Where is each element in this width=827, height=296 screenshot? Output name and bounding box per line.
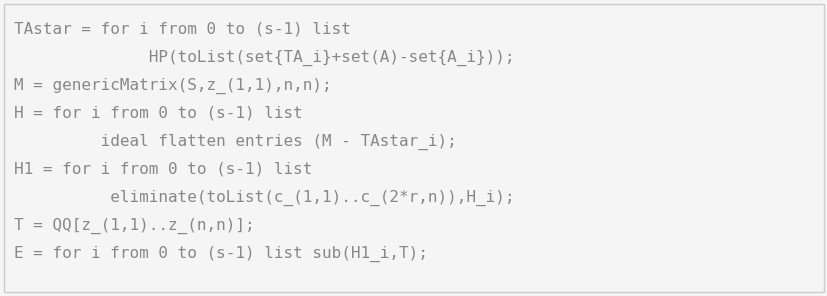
Text: H1 = for i from 0 to (s-1) list: H1 = for i from 0 to (s-1) list: [14, 162, 312, 177]
Text: M = genericMatrix(S,z_(1,1),n,n);: M = genericMatrix(S,z_(1,1),n,n);: [14, 78, 332, 94]
Text: ideal flatten entries (M - TAstar_i);: ideal flatten entries (M - TAstar_i);: [14, 134, 457, 150]
Text: E = for i from 0 to (s-1) list sub(H1_i,T);: E = for i from 0 to (s-1) list sub(H1_i,…: [14, 246, 428, 262]
Text: T = QQ[z_(1,1)..z_(n,n)];: T = QQ[z_(1,1)..z_(n,n)];: [14, 218, 255, 234]
FancyBboxPatch shape: [4, 4, 823, 292]
Text: HP(toList(set{TA_i}+set(A)-set{A_i}));: HP(toList(set{TA_i}+set(A)-set{A_i}));: [14, 50, 514, 66]
Text: H = for i from 0 to (s-1) list: H = for i from 0 to (s-1) list: [14, 106, 303, 121]
Text: eliminate(toList(c_(1,1)..c_(2*r,n)),H_i);: eliminate(toList(c_(1,1)..c_(2*r,n)),H_i…: [14, 190, 514, 206]
Text: TAstar = for i from 0 to (s-1) list: TAstar = for i from 0 to (s-1) list: [14, 22, 351, 37]
